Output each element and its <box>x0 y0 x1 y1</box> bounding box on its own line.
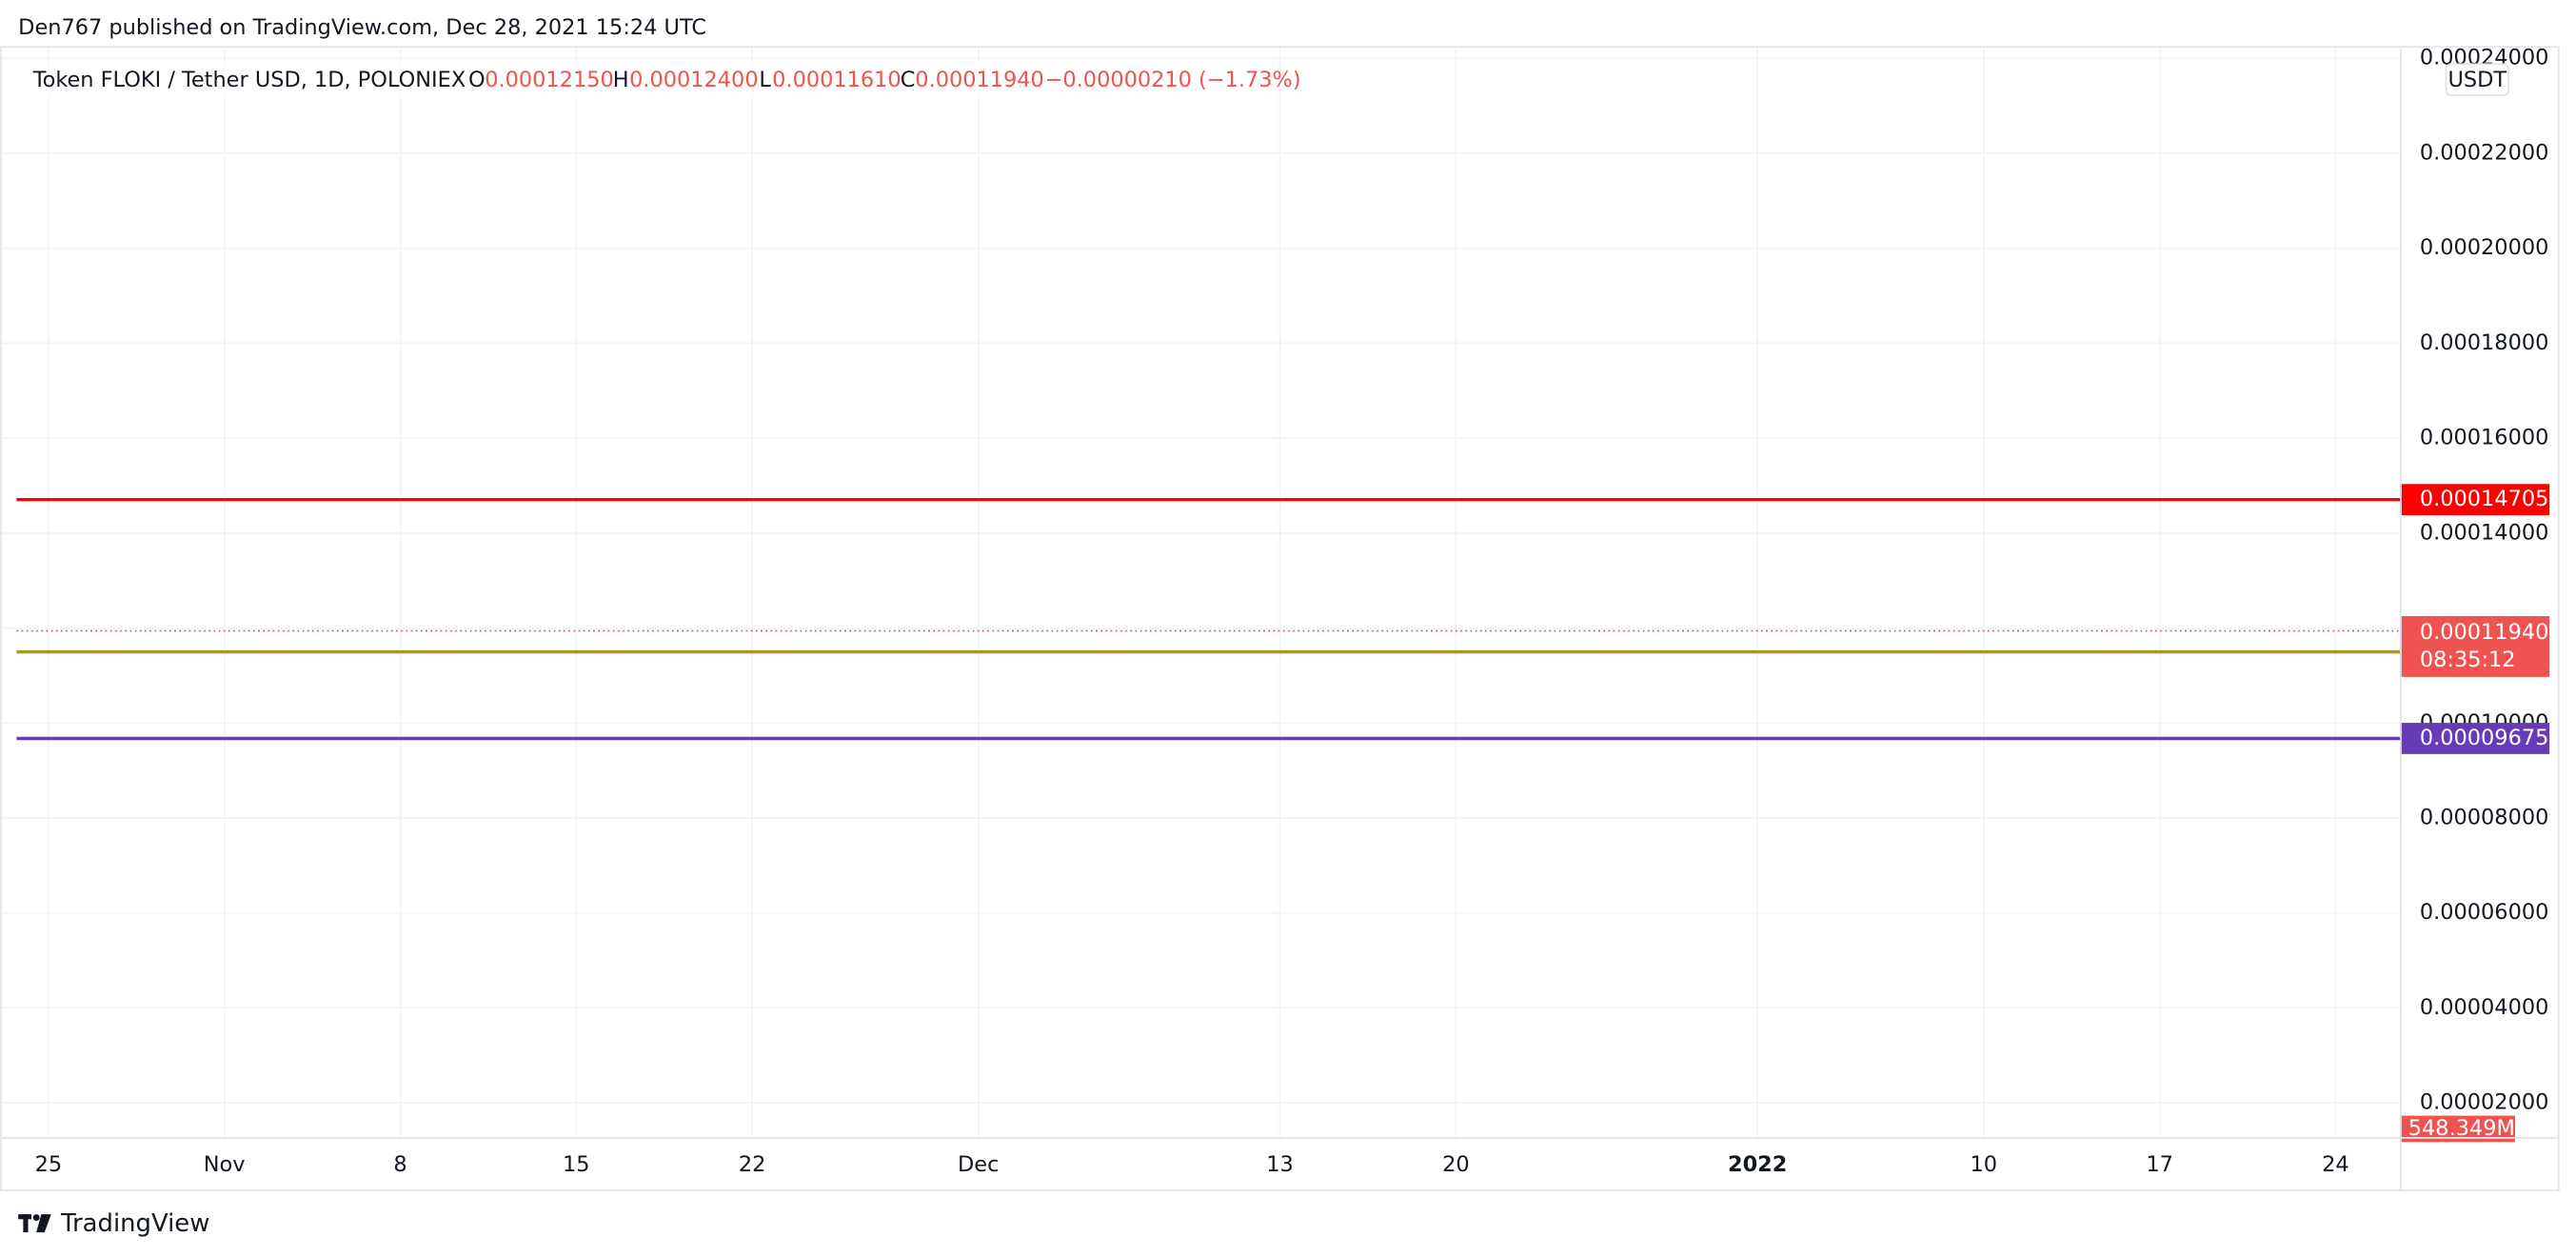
x-tick-label: 8 <box>393 1152 406 1177</box>
last-price-badge <box>2400 616 2550 677</box>
symbol: Token FLOKI / Tether USD, 1D, POLONIEX <box>32 68 466 92</box>
y-tick-label: 0.00004000 <box>2420 995 2549 1020</box>
ohlc-key: C <box>901 68 916 92</box>
y-tick-label: 0.00022000 <box>2420 140 2549 165</box>
level-badge <box>2400 723 2550 754</box>
ohlc-key: H <box>613 68 629 92</box>
logo-shape <box>23 1214 29 1233</box>
ohlc-key: L <box>759 68 771 92</box>
header-backdrop <box>23 62 1272 99</box>
x-tick-label: 25 <box>35 1152 63 1177</box>
x-tick-label: 22 <box>739 1152 766 1177</box>
y-tick-label: 0.00014000 <box>2420 520 2549 545</box>
x-tick-label: 24 <box>2322 1152 2349 1177</box>
brand: TradingView <box>60 1209 209 1238</box>
x-tick-label: Dec <box>958 1152 999 1177</box>
x-tick-label: 10 <box>1971 1152 1998 1177</box>
y-tick-label: 0.00020000 <box>2420 235 2549 260</box>
currency: USDT <box>2447 68 2507 92</box>
logo-shape <box>36 1214 51 1233</box>
currency-badge: USDT <box>2445 63 2509 96</box>
level-label: 0.00009675 <box>2420 726 2549 750</box>
x-tick-label: 17 <box>2146 1152 2173 1177</box>
y-tick-label: 0.00008000 <box>2420 805 2549 829</box>
legend-header: Token FLOKI / Tether USD, 1D, POLONIEX O… <box>23 62 1301 99</box>
ohlc-value: 0.00011940 <box>915 68 1044 92</box>
x-tick-label: 20 <box>1442 1152 1470 1177</box>
logo-shape <box>32 1214 40 1222</box>
last-price-label: 0.00011940 <box>2420 620 2549 645</box>
overlay: 25 Nov 8 15 22 Dec 13 20 2022 10 17 24 0.00002000 0.0… <box>16 46 2550 1177</box>
ohlc-value: 0.00011610 <box>772 68 902 92</box>
y-tick-label: 0.00006000 <box>2420 900 2549 925</box>
ohlc-value: 0.00012150 <box>485 68 614 92</box>
y-tick-label: 0.00018000 <box>2420 330 2549 355</box>
x-tick-label: 15 <box>563 1152 590 1177</box>
countdown: 08:35:12 <box>2420 648 2516 672</box>
x-tick-label: 2022 <box>1728 1152 1787 1177</box>
brand-logo: TradingView <box>18 1209 209 1238</box>
grid <box>1 48 2401 1138</box>
ohlc-value: 0.00012400 <box>629 68 759 92</box>
y-tick-label: 0.00016000 <box>2420 426 2549 450</box>
x-tick-label: Nov <box>204 1152 246 1177</box>
y-tick-label: 0.00002000 <box>2420 1090 2549 1115</box>
ohlc-key: O <box>468 68 485 92</box>
x-tick-label: 13 <box>1266 1152 1294 1177</box>
level-label: 0.00014705 <box>2420 487 2549 511</box>
publisher: Den767 published on TradingView.com, Dec… <box>18 15 706 40</box>
volume-label: 548.349M <box>2408 1116 2515 1141</box>
level-badge <box>2400 484 2550 516</box>
currency-box <box>2445 63 2509 96</box>
chart-frame <box>0 46 2560 1191</box>
change: −0.00000210 (−1.73%) <box>1045 68 1301 92</box>
